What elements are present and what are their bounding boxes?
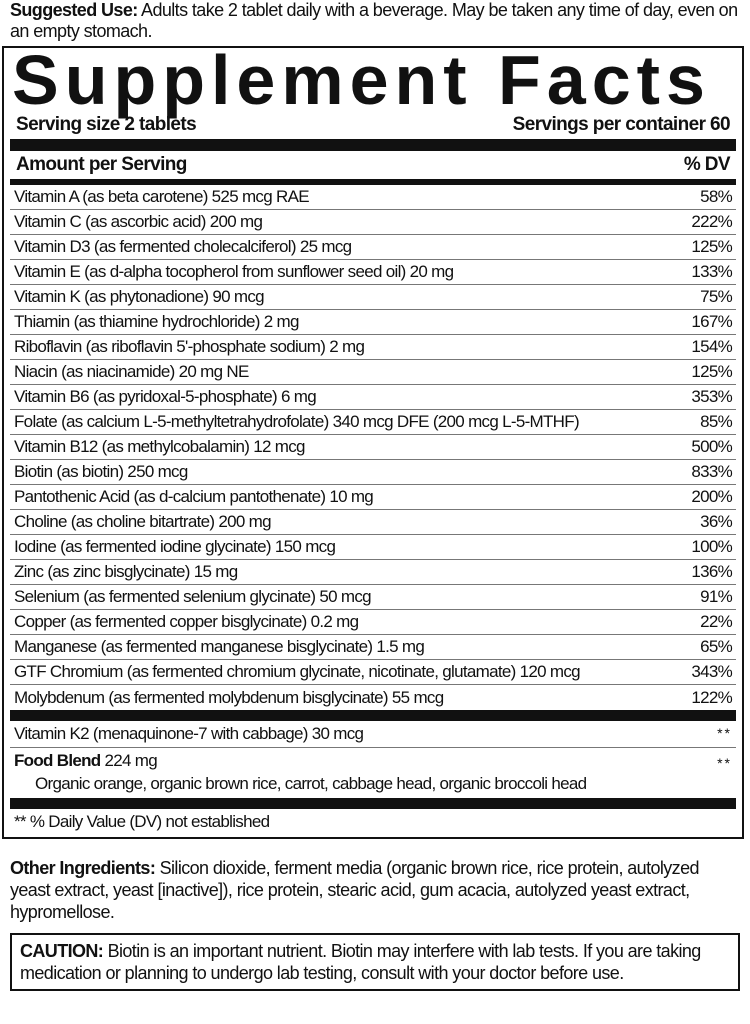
- divider-medium: [10, 179, 736, 185]
- nutrient-name: Vitamin K (as phytonadione) 90 mcg: [14, 287, 265, 306]
- nutrient-row: Riboflavin (as riboflavin 5'-phosphate s…: [10, 335, 736, 360]
- nutrient-dv: 200%: [691, 487, 732, 506]
- nutrient-name: Zinc (as zinc bisglycinate) 15 mg: [14, 562, 238, 581]
- nutrient-dv: 58%: [700, 187, 733, 206]
- serving-info: Serving size 2 tablets Servings per cont…: [10, 114, 736, 136]
- nutrient-row: Selenium (as fermented selenium glycinat…: [10, 585, 736, 610]
- dv-header: % DV: [683, 154, 731, 175]
- nutrient-row: Biotin (as biotin) 250 mcg 833%: [10, 460, 736, 485]
- panel-title: Supplement Facts: [12, 41, 711, 119]
- nutrient-name: Selenium (as fermented selenium glycinat…: [14, 587, 372, 606]
- divider-thick: [10, 139, 736, 151]
- nutrient-name: Vitamin B6 (as pyridoxal-5-phosphate) 6 …: [14, 387, 317, 406]
- nutrient-name: Niacin (as niacinamide) 20 mg NE: [14, 362, 249, 381]
- nutrient-dv: 100%: [691, 537, 732, 556]
- divider-thick: [10, 710, 736, 721]
- divider-thick: [10, 798, 736, 809]
- suggested-use-label: Suggested Use:: [10, 0, 138, 20]
- nutrient-row: Vitamin B12 (as methylcobalamin) 12 mcg 5…: [10, 435, 736, 460]
- other-ingredients-text: Silicon dioxide, ferment media (organic …: [10, 858, 700, 922]
- nutrient-row: Vitamin B6 (as pyridoxal-5-phosphate) 6 …: [10, 385, 736, 410]
- nutrient-dv: **: [717, 725, 732, 741]
- nutrient-dv: 222%: [691, 212, 732, 231]
- food-blend-label: Food Blend: [14, 751, 101, 770]
- nutrient-dv: 833%: [691, 462, 732, 481]
- nutrient-name: Thiamin (as thiamine hydrochloride) 2 mg: [14, 312, 299, 331]
- nutrient-row: Iodine (as fermented iodine glycinate) 1…: [10, 535, 736, 560]
- serving-size: Serving size 2 tablets: [16, 114, 197, 135]
- nutrient-dv: 167%: [691, 312, 732, 331]
- amount-per-serving-label: Amount per Serving: [16, 154, 187, 175]
- nutrient-row-k2: Vitamin K2 (menaquinone-7 with cabbage) …: [10, 721, 736, 748]
- food-blend-amount: 224 mg: [100, 751, 158, 770]
- nutrient-name: GTF Chromium (as fermented chromium glyc…: [14, 662, 581, 681]
- nutrient-dv: 136%: [691, 562, 732, 581]
- nutrient-dv: 353%: [691, 387, 732, 406]
- nutrient-row: Niacin (as niacinamide) 20 mg NE 125%: [10, 360, 736, 385]
- nutrient-row: Folate (as calcium L-5-methyltetrahydrof…: [10, 410, 736, 435]
- other-ingredients-label: Other Ingredients:: [10, 858, 156, 878]
- caution-text: Biotin is an important nutrient. Biotin …: [20, 941, 701, 983]
- caution-box: CAUTION: Biotin is an important nutrient…: [10, 933, 740, 991]
- nutrient-dv: 125%: [691, 362, 732, 381]
- nutrient-dv: 154%: [691, 337, 732, 356]
- nutrient-name: Molybdenum (as fermented molybdenum bisg…: [14, 687, 444, 707]
- food-blend-ingredients: Organic orange, organic brown rice, carr…: [35, 774, 587, 793]
- amount-header: Amount per Serving % DV: [10, 151, 736, 179]
- nutrient-name: Folate (as calcium L-5-methyltetrahydrof…: [14, 412, 580, 431]
- nutrient-name: Vitamin D3 (as fermented cholecalciferol…: [14, 237, 352, 256]
- nutrient-dv: 75%: [700, 287, 733, 306]
- nutrient-row: Vitamin A (as beta carotene) 525 mcg RAE…: [10, 185, 736, 210]
- food-blend-dv: **: [717, 755, 732, 771]
- nutrient-name: Copper (as fermented copper bisglycinate…: [14, 612, 359, 631]
- nutrient-dv: 122%: [691, 687, 732, 707]
- servings-per-container: Servings per container 60: [512, 114, 731, 135]
- nutrient-row: Vitamin K (as phytonadione) 90 mcg 75%: [10, 285, 736, 310]
- nutrient-dv: 36%: [700, 512, 733, 531]
- nutrient-row: Copper (as fermented copper bisglycinate…: [10, 610, 736, 635]
- suggested-use-text: Adults take 2 tablet daily with a bevera…: [10, 0, 738, 41]
- nutrient-name: Vitamin B12 (as methylcobalamin) 12 mcg: [14, 437, 306, 456]
- nutrient-name: Vitamin C (as ascorbic acid) 200 mg: [14, 212, 263, 231]
- caution-label: CAUTION:: [20, 941, 104, 961]
- nutrient-name: Vitamin A (as beta carotene) 525 mcg RAE: [14, 187, 310, 206]
- nutrient-dv: 85%: [700, 412, 733, 431]
- nutrient-row: Thiamin (as thiamine hydrochloride) 2 mg…: [10, 310, 736, 335]
- suggested-use: Suggested Use: Adults take 2 tablet dail…: [10, 0, 740, 42]
- nutrient-row: Vitamin E (as d-alpha tocopherol from su…: [10, 260, 736, 285]
- nutrient-row: Molybdenum (as fermented molybdenum bisg…: [10, 685, 736, 710]
- nutrient-row: Pantothenic Acid (as d-calcium pantothen…: [10, 485, 736, 510]
- other-ingredients: Other Ingredients: Silicon dioxide, ferm…: [10, 857, 740, 923]
- nutrient-dv: 91%: [700, 587, 733, 606]
- nutrient-name: Riboflavin (as riboflavin 5'-phosphate s…: [14, 337, 365, 356]
- nutrient-row: Manganese (as fermented manganese bisgly…: [10, 635, 736, 660]
- nutrient-dv: 125%: [691, 237, 732, 256]
- nutrient-row: Vitamin D3 (as fermented cholecalciferol…: [10, 235, 736, 260]
- nutrient-dv: 22%: [700, 612, 733, 631]
- nutrient-dv: 500%: [691, 437, 732, 456]
- footnote: ** % Daily Value (DV) not established: [14, 812, 270, 831]
- nutrient-name: Vitamin K2 (menaquinone-7 with cabbage) …: [14, 724, 364, 743]
- nutrient-name: Vitamin E (as d-alpha tocopherol from su…: [14, 262, 454, 281]
- nutrient-row: Vitamin C (as ascorbic acid) 200 mg 222%: [10, 210, 736, 235]
- food-blend: Food Blend 224 mg ** Organic orange, orga…: [10, 748, 736, 798]
- nutrient-row: Zinc (as zinc bisglycinate) 15 mg 136%: [10, 560, 736, 585]
- nutrient-dv: 343%: [691, 662, 732, 681]
- nutrient-row: Choline (as choline bitartrate) 200 mg 36…: [10, 510, 736, 535]
- nutrient-list: Vitamin A (as beta carotene) 525 mcg RAE…: [10, 185, 736, 710]
- supplement-facts-panel: Supplement Facts Serving size 2 tablets …: [2, 41, 744, 839]
- nutrient-name: Pantothenic Acid (as d-calcium pantothen…: [14, 487, 374, 506]
- nutrient-row: GTF Chromium (as fermented chromium glyc…: [10, 660, 736, 685]
- nutrient-name: Manganese (as fermented manganese bisgly…: [14, 637, 425, 656]
- nutrient-name: Biotin (as biotin) 250 mcg: [14, 462, 188, 481]
- nutrient-name: Choline (as choline bitartrate) 200 mg: [14, 512, 272, 531]
- nutrient-name: Iodine (as fermented iodine glycinate) 1…: [14, 537, 336, 556]
- nutrient-dv: 133%: [691, 262, 732, 281]
- nutrient-dv: 65%: [700, 637, 733, 656]
